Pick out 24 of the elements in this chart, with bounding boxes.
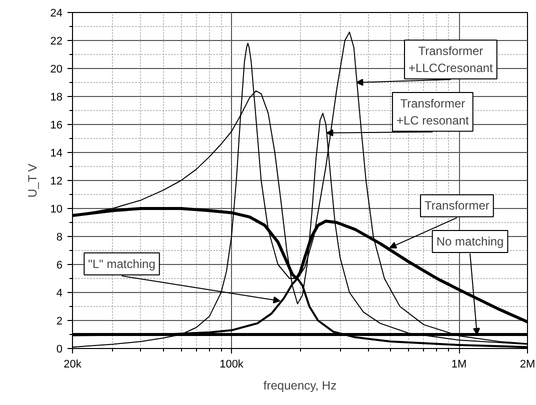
y-tick-label: 16 (50, 120, 63, 132)
x-axis-title: frequency, Hz (263, 378, 337, 392)
y-tick-label: 10 (50, 204, 63, 216)
y-axis-title: U_T V (25, 164, 40, 198)
y-tick-label: 4 (56, 288, 63, 300)
x-tick-label: 2M (520, 358, 536, 370)
y-tick-label: 14 (50, 148, 63, 160)
y-tick-label: 12 (50, 176, 63, 188)
y-tick-label: 6 (56, 260, 63, 272)
annotation: Transformer (424, 198, 490, 213)
annotation: Transformer +LLCCresonant (408, 44, 494, 75)
y-tick-label: 24 (50, 8, 63, 20)
annotation: Transformer +LC resonant (396, 96, 470, 128)
x-tick-label: 100k (220, 358, 244, 370)
x-tick-label: 1M (451, 358, 467, 370)
annotation: "L" matching (88, 256, 156, 271)
y-tick-label: 8 (56, 232, 63, 244)
x-tick-label: 20k (64, 358, 82, 370)
y-tick-label: 20 (50, 64, 63, 76)
y-tick-label: 18 (50, 92, 63, 104)
y-tick-label: 22 (50, 36, 63, 48)
y-tick-label: 2 (56, 316, 63, 328)
y-tick-label: 0 (56, 344, 63, 356)
annotation: No matching (436, 234, 504, 248)
